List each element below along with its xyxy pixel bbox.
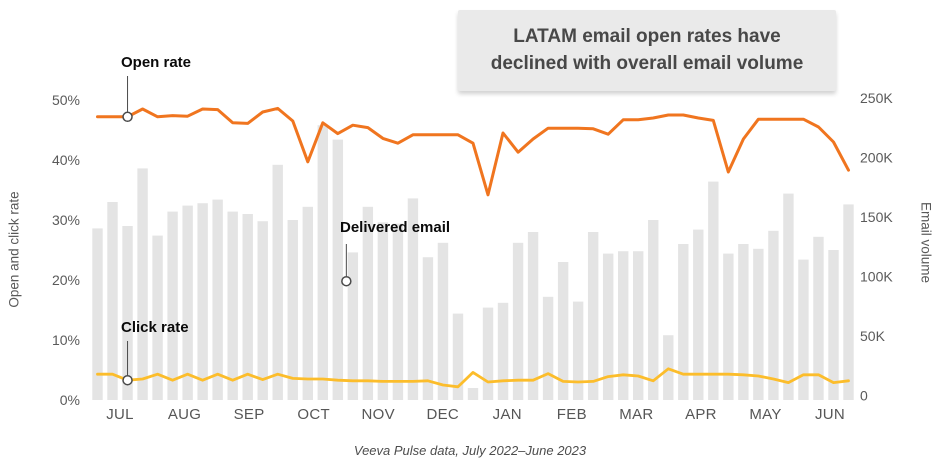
month-label: NOV — [361, 406, 394, 423]
delivered-email-bar — [527, 232, 539, 400]
delivered-email-bar — [633, 251, 644, 400]
delivered-email-bar — [362, 206, 374, 400]
delivered-email-bar — [182, 205, 193, 400]
left-axis-tick: 10% — [52, 332, 80, 348]
delivered-email-bar — [497, 302, 509, 400]
delivered-email-bar — [828, 250, 839, 400]
delivered-email-bar — [422, 257, 434, 400]
delivered-email-bar — [557, 262, 569, 400]
click-rate-line — [96, 367, 850, 389]
left-axis-tick: 20% — [52, 272, 80, 288]
open-rate-marker — [122, 111, 133, 123]
delivered-email-annotation-label: Delivered email — [340, 219, 451, 236]
delivered-email-bar — [813, 236, 824, 400]
delivered-email-bar — [167, 211, 178, 400]
left-axis-title: Open and click rate — [6, 191, 22, 308]
open-rate-line — [96, 106, 850, 197]
delivered-email-bar — [753, 248, 764, 400]
month-label: JAN — [493, 406, 522, 423]
right-axis-tick: 0 — [860, 388, 868, 404]
month-label: SEP — [234, 406, 265, 423]
delivered-email-bar — [602, 253, 614, 400]
delivered-email-bar — [332, 139, 344, 400]
delivered-email-bar — [347, 252, 359, 400]
delivered-email-bar — [572, 301, 584, 400]
right-axis-tick: 200K — [860, 150, 893, 166]
delivered-email-bar — [678, 244, 689, 400]
delivered-email-bar — [92, 228, 103, 400]
delivered-email-bar — [437, 242, 449, 400]
month-label: JUL — [106, 406, 134, 423]
delivered-email-bar — [738, 244, 749, 400]
delivered-email-bar — [708, 181, 719, 400]
click-rate-annotation-label: Click rate — [121, 319, 189, 336]
month-label: JUN — [815, 406, 845, 423]
callout-text: LATAM email open rates have declined wit… — [490, 25, 804, 74]
right-axis-tick: 150K — [860, 209, 893, 225]
delivered-email-bar — [377, 222, 389, 400]
month-label: OCT — [297, 406, 330, 423]
right-axis-tick: 100K — [860, 269, 893, 285]
delivered-email-bar — [242, 214, 253, 400]
delivered-email-bar — [693, 229, 704, 400]
delivered-email-bar — [302, 206, 313, 400]
delivered-email-bar — [618, 251, 629, 400]
delivered-email-bar — [768, 230, 779, 400]
left-axis-tick: 50% — [52, 92, 80, 108]
click-rate-marker — [122, 374, 133, 386]
delivered-email-bar — [392, 223, 404, 400]
left-axis-tick: 30% — [52, 212, 80, 228]
delivered-email-bar — [122, 226, 133, 400]
month-label: FEB — [557, 406, 587, 423]
delivered-email-bar — [272, 164, 283, 400]
delivered-email-bar — [542, 296, 554, 400]
delivered-email-bar — [723, 253, 734, 400]
month-label: APR — [685, 406, 717, 423]
delivered-email-bar — [197, 203, 208, 400]
left-axis-tick: 40% — [52, 152, 80, 168]
delivered-email-bar — [467, 388, 479, 400]
callout-box: LATAM email open rates have declined wit… — [458, 10, 836, 91]
delivered-email-bar — [407, 198, 419, 400]
delivered-email-bar — [587, 232, 599, 400]
delivered-email-bar — [107, 202, 118, 400]
delivered-email-bar — [287, 220, 298, 400]
delivered-email-bar — [482, 307, 494, 400]
delivered-email-bar — [452, 313, 464, 400]
month-label: AUG — [168, 406, 201, 423]
open-rate-annotation-label: Open rate — [121, 54, 192, 71]
month-label: MAR — [619, 406, 653, 423]
delivered-email-bar — [152, 235, 163, 400]
delivered-email-bar — [798, 259, 809, 400]
delivered-email-bar — [137, 168, 148, 400]
right-axis-tick: 250K — [860, 90, 893, 106]
right-axis-tick: 50K — [860, 328, 886, 344]
source-caption: Veeva Pulse data, July 2022–June 2023 — [353, 443, 587, 458]
delivered-email-bar — [783, 193, 794, 400]
delivered-email-bar — [648, 220, 659, 400]
month-label: DEC — [426, 406, 459, 423]
delivered-email-marker — [341, 275, 352, 287]
delivered-email-bar — [227, 211, 238, 400]
delivered-email-bar — [317, 125, 328, 400]
delivered-email-bar — [843, 204, 854, 400]
delivered-email-bar — [257, 221, 268, 400]
delivered-email-bar — [212, 199, 223, 400]
month-label: MAY — [749, 406, 781, 423]
right-axis-title: Email volume — [918, 201, 934, 284]
left-axis-tick: 0% — [60, 392, 80, 408]
delivered-email-bar — [512, 242, 524, 400]
